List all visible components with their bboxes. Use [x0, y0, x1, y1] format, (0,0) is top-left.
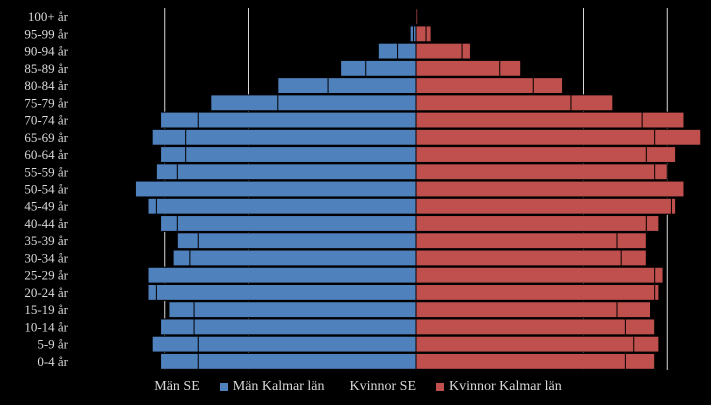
category-label: 75-79 år — [24, 95, 68, 110]
category-label: 45-49 år — [24, 199, 68, 214]
category-label: 35-39 år — [24, 233, 68, 248]
bar-women-county — [415, 266, 656, 284]
bar-men-county — [197, 352, 417, 370]
bar-women-county — [415, 197, 672, 215]
bar-women-county — [415, 94, 572, 112]
bar-women-county — [415, 146, 647, 163]
legend-label-men-se: Män SE — [154, 379, 200, 394]
bar-women-county — [415, 180, 685, 198]
category-label: 95-99 år — [24, 26, 68, 41]
legend-swatch-women-county — [436, 383, 444, 391]
legend-item-women-se: Kvinnor SE — [345, 379, 417, 395]
legend-item-men-se: Män SE — [149, 379, 200, 395]
category-label: 90-94 år — [24, 44, 68, 59]
bar-men-county — [277, 94, 417, 112]
legend-label-men-county: Män Kalmar län — [232, 379, 325, 394]
legend-item-men-county: Män Kalmar län — [219, 379, 325, 395]
bar-men-county — [197, 111, 417, 129]
bar-women-county — [415, 283, 656, 301]
category-label: 50-54 år — [24, 182, 68, 197]
bar-women-county — [415, 335, 635, 353]
bar-women-county — [415, 163, 656, 181]
bar-women-county — [415, 77, 534, 95]
category-label: 25-29 år — [24, 268, 68, 283]
chart-legend: Män SE Män Kalmar län Kvinnor SE Kvinnor… — [0, 376, 711, 398]
category-label: 5-9 år — [37, 337, 68, 352]
category-label: 40-44 år — [24, 216, 68, 231]
bar-men-county — [185, 146, 417, 163]
bar-women-county — [415, 352, 626, 370]
bar-women-county — [415, 249, 622, 267]
legend-label-women-se: Kvinnor SE — [349, 379, 417, 394]
bar-women-county — [415, 215, 647, 232]
bar-men-county — [176, 215, 417, 232]
category-label: 70-74 år — [24, 113, 68, 128]
bar-men-county — [155, 283, 417, 301]
bar-men-county — [327, 77, 417, 95]
bar-women-county — [415, 25, 427, 43]
bar-women-county — [415, 59, 501, 77]
bar-men-county — [134, 180, 417, 198]
bar-men-county — [185, 128, 417, 146]
category-label: 20-24 år — [24, 285, 68, 300]
legend-label-women-county: Kvinnor Kalmar län — [449, 379, 562, 394]
bar-men-county — [155, 197, 417, 215]
bar-women-county — [415, 301, 618, 319]
category-label: 0-4 år — [37, 354, 68, 369]
legend-item-women-county: Kvinnor Kalmar län — [436, 379, 562, 395]
bar-men-county — [397, 42, 417, 60]
bar-men-county — [189, 249, 417, 267]
bar-women-county — [415, 232, 618, 250]
bar-men-county — [197, 335, 417, 353]
legend-swatch-men-county — [219, 383, 228, 391]
category-label: 100+ år — [28, 9, 69, 24]
category-label: 55-59 år — [24, 164, 68, 179]
bar-women-county — [415, 111, 643, 129]
bar-men-county — [365, 59, 417, 77]
bar-women-county — [415, 42, 463, 60]
bar-men-county — [147, 266, 417, 284]
category-label: 15-19 år — [24, 302, 68, 317]
category-label: 10-14 år — [24, 319, 68, 334]
bar-men-county — [193, 318, 417, 336]
bar-women-county — [415, 318, 626, 336]
category-label: 30-34 år — [24, 250, 68, 265]
bar-men-county — [197, 232, 417, 250]
category-label: 85-89 år — [24, 61, 68, 76]
category-label: 65-69 år — [24, 130, 68, 145]
bar-men-county — [176, 163, 417, 181]
category-label: 60-64 år — [24, 147, 68, 162]
bar-men-county — [193, 301, 417, 319]
bar-women-county — [415, 128, 656, 146]
category-label: 80-84 år — [24, 78, 68, 93]
